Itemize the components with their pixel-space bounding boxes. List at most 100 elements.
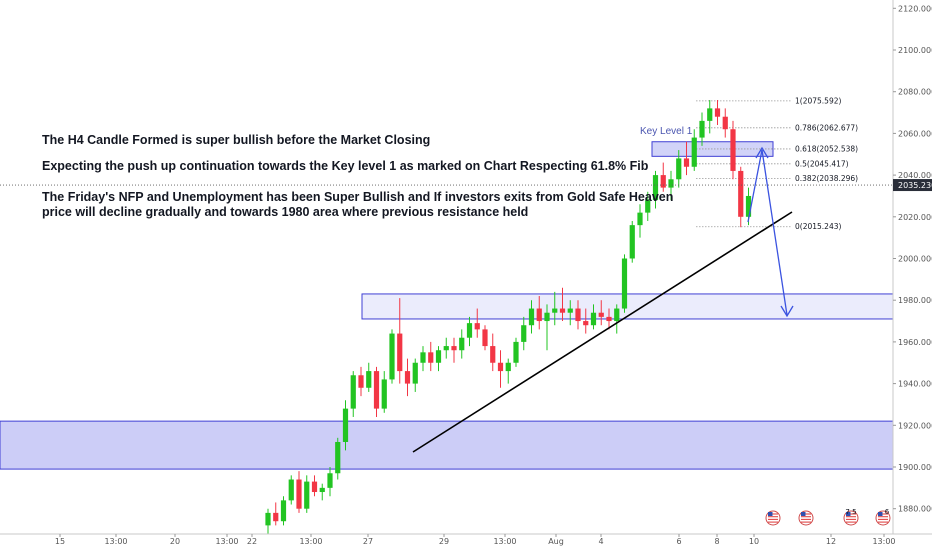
candle-body (358, 375, 364, 388)
y-tick-label: 1900.000 (898, 463, 932, 472)
x-tick-label: 13:00 (493, 537, 516, 546)
candle-body (513, 341, 519, 363)
candle-body (350, 375, 356, 409)
candle-body (536, 308, 542, 322)
candle-body (265, 512, 271, 526)
candle-body (428, 352, 434, 363)
candle (497, 350, 504, 388)
x-tick-label: 8 (714, 537, 719, 546)
x-tick-label: 6 (676, 537, 681, 546)
candle (435, 346, 442, 372)
candle (738, 166, 744, 228)
fib-label-1: 0.786(2062.677) (795, 123, 858, 132)
x-tick-label: Aug (548, 537, 564, 546)
key-level-label: Key Level 1 (640, 126, 693, 137)
candle (412, 358, 418, 392)
candle-body (637, 212, 643, 226)
annotation-line-3: The Friday's NFP and Unemployment has be… (42, 190, 673, 204)
fib-layer: 1(2075.592) 0.786(2062.677) 0.618(2052.538… (696, 96, 858, 231)
candle (645, 191, 651, 221)
x-tick-label: 10 (749, 537, 759, 546)
candle-body (738, 170, 744, 217)
x-tick-label: 27 (363, 537, 373, 546)
candle (505, 358, 511, 384)
candle-body (273, 512, 279, 522)
candle (428, 341, 434, 372)
candle (614, 304, 620, 334)
candle (521, 316, 527, 351)
candle (528, 300, 535, 334)
candle (590, 304, 597, 330)
candle-body (280, 500, 287, 522)
candle (567, 300, 573, 326)
candle (544, 304, 550, 351)
annotation-line-1: The H4 Candle Formed is super bullish be… (42, 133, 430, 147)
candle-body (459, 337, 465, 351)
candle-body (404, 371, 411, 384)
candle (389, 329, 395, 384)
y-tick-label: 1960.000 (898, 338, 932, 347)
candle-body (645, 200, 651, 213)
y-tick-label: 2060.000 (898, 129, 932, 138)
candle (583, 308, 589, 334)
candle (652, 170, 659, 209)
candle (691, 129, 697, 171)
candle-body (575, 308, 581, 322)
candle-body (730, 129, 736, 171)
candle-body (288, 479, 294, 501)
candle-body (614, 308, 620, 322)
annotations-layer: The H4 Candle Formed is super bullish be… (42, 133, 673, 219)
candle-body (381, 379, 387, 409)
candle (335, 437, 341, 480)
candle (342, 400, 349, 451)
x-tick-label: 4 (598, 537, 603, 546)
candle (490, 333, 496, 372)
candle (474, 308, 480, 338)
candle (482, 325, 488, 351)
candle (683, 141, 690, 176)
candle (513, 337, 519, 367)
candle (273, 502, 279, 526)
candle (552, 291, 558, 326)
candle-body (412, 362, 418, 384)
y-tick-label: 1880.000 (898, 505, 932, 514)
candle-body (559, 308, 566, 313)
candle (397, 298, 403, 384)
candle-body (544, 312, 550, 322)
x-tick-label: 15 (55, 537, 65, 546)
candle (288, 475, 294, 505)
candle (304, 475, 310, 513)
arrow-down-head (780, 305, 794, 318)
candle (629, 220, 635, 263)
candle-body (389, 333, 395, 380)
zone-2 (0, 420, 894, 470)
candle-body (683, 158, 690, 167)
event-count-label: 6 (885, 508, 890, 516)
candle-body (567, 308, 573, 313)
candle-body (707, 108, 713, 121)
x-tick-label: 13:00 (104, 537, 127, 546)
x-tick-label: 13:00 (215, 537, 238, 546)
us-flag-icon (765, 510, 781, 526)
candle-body (652, 175, 659, 201)
zones-layer: Key Level 1 (0, 126, 894, 470)
price-tag-box (893, 179, 932, 192)
candle-body (660, 175, 666, 188)
candle-body (621, 258, 628, 309)
x-tick-label: 12 (826, 537, 836, 546)
candle (350, 371, 356, 417)
candle-body (722, 116, 728, 130)
candle-body (598, 312, 604, 317)
candle-body (482, 329, 488, 347)
candle-body (397, 333, 403, 372)
candle-body (521, 325, 527, 342)
candle (536, 296, 542, 330)
price-tag-label: 2035.230 (898, 181, 932, 190)
x-tick-label: 29 (439, 537, 449, 546)
arrow-up (747, 149, 763, 223)
x-tick-label: 13:00 (299, 537, 322, 546)
candle (459, 329, 465, 359)
candle-body (528, 308, 535, 326)
y-tick-label: 1940.000 (898, 380, 932, 389)
